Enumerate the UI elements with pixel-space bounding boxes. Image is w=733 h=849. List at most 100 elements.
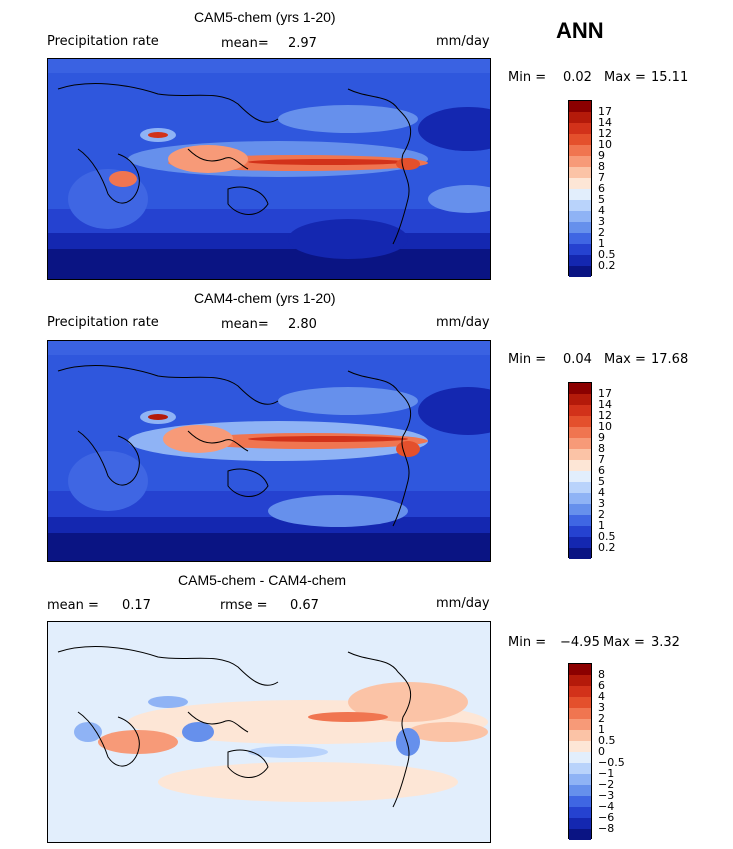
colorbar-swatch — [569, 526, 591, 537]
colorbar-swatch — [569, 156, 591, 167]
colorbar-tick-label: 9 — [598, 430, 605, 444]
colorbar — [568, 100, 592, 277]
colorbar — [568, 382, 592, 559]
mean-value: 2.97 — [288, 36, 317, 51]
colorbar-swatch — [569, 200, 591, 211]
colorbar-swatch — [569, 405, 591, 416]
min-label: Min = — [508, 352, 547, 367]
colorbar-swatch — [569, 741, 591, 752]
colorbar-tick-label: −6 — [598, 810, 615, 824]
colorbar-tick-label: 12 — [598, 408, 612, 422]
colorbar-swatch — [569, 233, 591, 244]
colorbar-tick-label: 1 — [598, 722, 605, 736]
variable-label: Precipitation rate — [47, 34, 159, 49]
colorbar-swatch — [569, 145, 591, 156]
max-label: Max = — [603, 635, 645, 650]
precip-map — [47, 340, 491, 562]
colorbar-swatch — [569, 785, 591, 796]
colorbar-tick-label: 4 — [598, 485, 605, 499]
colorbar-swatch — [569, 548, 591, 559]
colorbar-tick-label: 2 — [598, 711, 605, 725]
colorbar-tick-label: 14 — [598, 115, 612, 129]
colorbar-swatch — [569, 719, 591, 730]
max-value: 15.11 — [651, 70, 689, 85]
colorbar-swatch — [569, 123, 591, 134]
min-value: 0.04 — [563, 352, 592, 367]
max-value: 17.68 — [651, 352, 689, 367]
colorbar-tick-label: 4 — [598, 689, 605, 703]
colorbar-swatch — [569, 482, 591, 493]
colorbar-swatch — [569, 664, 591, 675]
season-label: ANN — [556, 18, 604, 43]
colorbar-swatch — [569, 493, 591, 504]
mean-value: 0.17 — [122, 598, 151, 613]
colorbar-swatch — [569, 427, 591, 438]
colorbar-tick-label: 8 — [598, 441, 605, 455]
colorbar-swatch — [569, 460, 591, 471]
colorbar-swatch — [569, 515, 591, 526]
colorbar-tick-label: 7 — [598, 170, 605, 184]
colorbar-swatch — [569, 101, 591, 112]
colorbar-tick-label: 3 — [598, 496, 605, 510]
map-field — [48, 341, 490, 561]
colorbar-tick-label: −1 — [598, 766, 615, 780]
colorbar-tick-label: 5 — [598, 192, 605, 206]
colorbar-tick-label: 1 — [598, 236, 605, 250]
colorbar-swatch — [569, 449, 591, 460]
rmse-label: rmse = — [220, 598, 268, 613]
colorbar-tick-label: 6 — [598, 181, 605, 195]
mean-label: mean = — [47, 598, 99, 613]
colorbar-tick-label: 1 — [598, 518, 605, 532]
colorbar-tick-label: 0.2 — [598, 540, 616, 554]
colorbar-swatch — [569, 807, 591, 818]
colorbar-swatch — [569, 134, 591, 145]
panel-title: CAM5-chem (yrs 1-20) — [194, 9, 336, 25]
colorbar-tick-label: 0 — [598, 744, 605, 758]
panel-title: CAM5-chem - CAM4-chem — [178, 572, 347, 588]
units-label: mm/day — [436, 315, 490, 330]
colorbar-swatch — [569, 504, 591, 515]
colorbar-tick-label: −8 — [598, 821, 615, 835]
colorbar-swatch — [569, 255, 591, 266]
colorbar-tick-label: 2 — [598, 225, 605, 239]
colorbar-swatch — [569, 686, 591, 697]
units-label: mm/day — [436, 34, 490, 49]
colorbar-tick-label: −4 — [598, 799, 615, 813]
colorbar-tick-label: 10 — [598, 419, 612, 433]
colorbar-swatch — [569, 394, 591, 405]
map-field — [48, 646, 490, 842]
colorbar-tick-label: 17 — [598, 104, 612, 118]
min-label: Min = — [508, 70, 547, 85]
max-value: 3.32 — [651, 635, 680, 650]
max-label: Max = — [604, 70, 646, 85]
colorbar-swatch — [569, 752, 591, 763]
colorbar-tick-label: 3 — [598, 214, 605, 228]
min-value: −4.95 — [560, 635, 600, 650]
colorbar-swatch — [569, 167, 591, 178]
colorbar-swatch — [569, 438, 591, 449]
colorbar-swatch — [569, 774, 591, 785]
min-value: 0.02 — [563, 70, 592, 85]
colorbar-tick-label: −0.5 — [598, 755, 625, 769]
colorbar-swatch — [569, 730, 591, 741]
units-label: mm/day — [436, 596, 490, 611]
colorbar-tick-label: 3 — [598, 700, 605, 714]
colorbar-swatch — [569, 763, 591, 774]
difference-map — [47, 621, 491, 843]
colorbar-tick-label: 6 — [598, 678, 605, 692]
colorbar-swatch — [569, 112, 591, 123]
colorbar-swatch — [569, 416, 591, 427]
colorbar-tick-label: 0.5 — [598, 529, 616, 543]
precip-map — [47, 58, 491, 280]
colorbar-tick-label: 5 — [598, 474, 605, 488]
colorbar-tick-label: 14 — [598, 397, 612, 411]
colorbar-swatch — [569, 708, 591, 719]
colorbar-swatch — [569, 675, 591, 686]
colorbar-swatch — [569, 178, 591, 189]
colorbar-swatch — [569, 211, 591, 222]
colorbar-tick-label: 8 — [598, 159, 605, 173]
colorbar-tick-label: 12 — [598, 126, 612, 140]
min-label: Min = — [508, 635, 547, 650]
colorbar-tick-label: 0.5 — [598, 247, 616, 261]
colorbar-tick-label: 7 — [598, 452, 605, 466]
